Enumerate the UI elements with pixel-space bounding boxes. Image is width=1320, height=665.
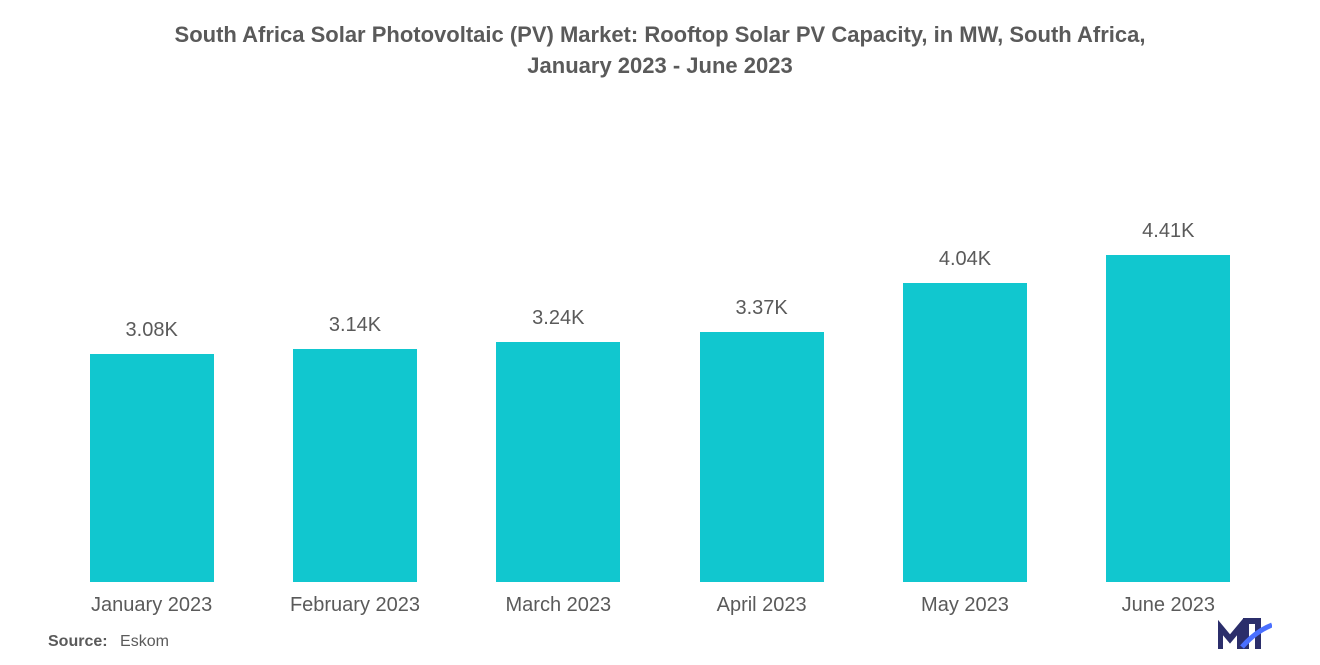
bar xyxy=(700,332,824,581)
bar-group: 4.41K xyxy=(1073,220,1263,581)
source-value: Eskom xyxy=(120,633,169,650)
chart-footer: Source: Eskom xyxy=(48,617,1272,651)
bar-value-label: 3.24K xyxy=(532,307,584,330)
x-axis-labels: January 2023 February 2023 March 2023 Ap… xyxy=(40,582,1280,617)
chart-title: South Africa Solar Photovoltaic (PV) Mar… xyxy=(110,20,1210,82)
brand-logo-icon xyxy=(1218,617,1272,651)
bar-value-label: 4.04K xyxy=(939,248,991,271)
x-axis-label: April 2023 xyxy=(667,594,857,617)
chart-container: South Africa Solar Photovoltaic (PV) Mar… xyxy=(0,0,1320,665)
bar-group: 3.37K xyxy=(667,297,857,581)
x-axis-label: May 2023 xyxy=(870,594,1060,617)
source-citation: Source: Eskom xyxy=(48,633,169,651)
bar-group: 3.08K xyxy=(57,319,247,582)
bar-value-label: 3.37K xyxy=(736,297,788,320)
chart-title-line2: January 2023 - June 2023 xyxy=(527,53,792,78)
bar xyxy=(1106,255,1230,581)
bar-group: 4.04K xyxy=(870,248,1060,582)
bar-value-label: 3.08K xyxy=(126,319,178,342)
bar-value-label: 3.14K xyxy=(329,314,381,337)
x-axis-label: June 2023 xyxy=(1073,594,1263,617)
bar xyxy=(90,354,214,582)
bar xyxy=(903,283,1027,582)
bar xyxy=(293,349,417,581)
bar-group: 3.14K xyxy=(260,314,450,581)
plot-area: 3.08K 3.14K 3.24K 3.37K 4.04K 4.41K xyxy=(40,152,1280,582)
x-axis-label: January 2023 xyxy=(57,594,247,617)
chart-title-line1: South Africa Solar Photovoltaic (PV) Mar… xyxy=(175,22,1146,47)
x-axis-label: February 2023 xyxy=(260,594,450,617)
x-axis-label: March 2023 xyxy=(463,594,653,617)
source-label: Source: xyxy=(48,633,108,650)
bar-group: 3.24K xyxy=(463,307,653,582)
bar-value-label: 4.41K xyxy=(1142,220,1194,243)
bar xyxy=(496,342,620,582)
